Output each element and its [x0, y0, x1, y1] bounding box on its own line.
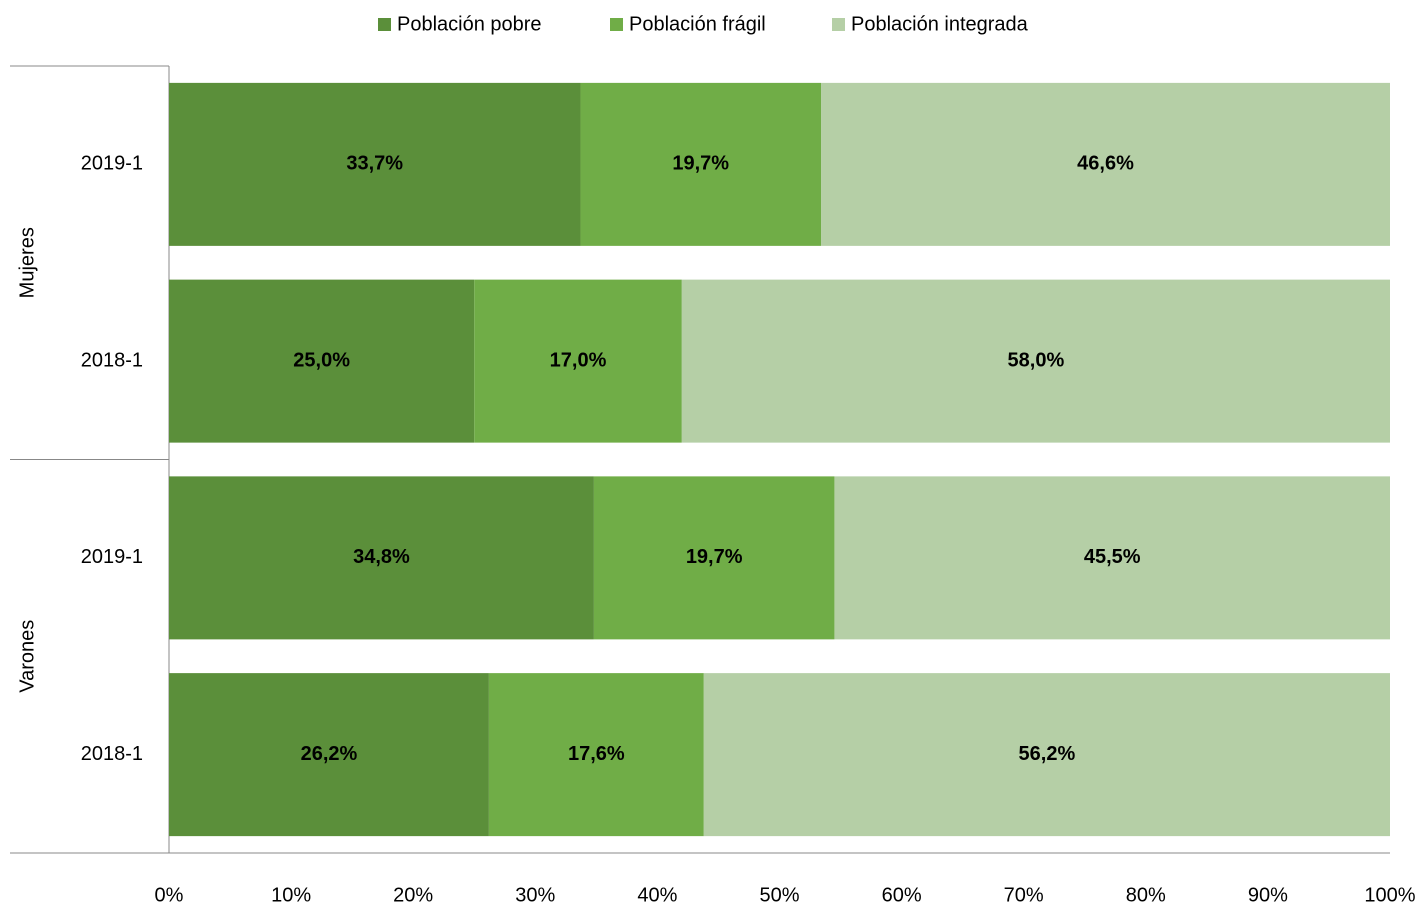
x-tick-label: 50%	[759, 884, 799, 906]
legend-swatch	[610, 18, 623, 31]
bar-segment	[821, 82, 1390, 246]
x-tick-label: 0%	[155, 884, 184, 906]
x-tick-label: 80%	[1126, 884, 1166, 906]
x-tick-label: 30%	[515, 884, 555, 906]
bar-segment	[834, 476, 1390, 640]
bar-segment	[169, 82, 581, 246]
value-label: 26,2%	[301, 743, 358, 765]
x-tick-label: 90%	[1248, 884, 1288, 906]
x-tick-label: 100%	[1364, 884, 1415, 906]
bar-segment	[169, 673, 489, 837]
group-label: Varones	[16, 620, 38, 693]
bar-segment	[169, 476, 594, 640]
bar-segment	[474, 279, 682, 443]
x-tick-label: 60%	[882, 884, 922, 906]
value-label: 17,0%	[550, 349, 607, 371]
legend-label: Población frágil	[629, 13, 766, 35]
y-tick-label: 2018-1	[81, 743, 143, 765]
x-tick-label: 10%	[271, 884, 311, 906]
y-tick-label: 2019-1	[81, 153, 143, 175]
x-tick-label: 20%	[393, 884, 433, 906]
value-label: 25,0%	[293, 349, 350, 371]
x-tick-label: 70%	[1004, 884, 1044, 906]
value-label: 19,7%	[686, 546, 743, 568]
x-tick-label: 40%	[637, 884, 677, 906]
value-label: 46,6%	[1077, 153, 1134, 175]
value-label: 58,0%	[1008, 349, 1065, 371]
bar-segment	[488, 673, 704, 837]
group-label: Mujeres	[16, 227, 38, 298]
y-tick-label: 2018-1	[81, 349, 143, 371]
legend-label: Población integrada	[851, 13, 1029, 35]
value-label: 34,8%	[353, 546, 410, 568]
bar-segment	[703, 673, 1390, 837]
value-label: 56,2%	[1019, 743, 1076, 765]
value-label: 19,7%	[672, 153, 729, 175]
legend-swatch	[832, 18, 845, 31]
y-tick-label: 2019-1	[81, 546, 143, 568]
value-label: 45,5%	[1084, 546, 1141, 568]
bar-segment	[169, 279, 475, 443]
value-label: 33,7%	[346, 153, 403, 175]
bar-segment	[681, 279, 1390, 443]
bar-segment	[580, 82, 822, 246]
legend-swatch	[378, 18, 391, 31]
value-label: 17,6%	[568, 743, 625, 765]
bar-segment	[593, 476, 835, 640]
legend-label: Población pobre	[397, 13, 542, 35]
